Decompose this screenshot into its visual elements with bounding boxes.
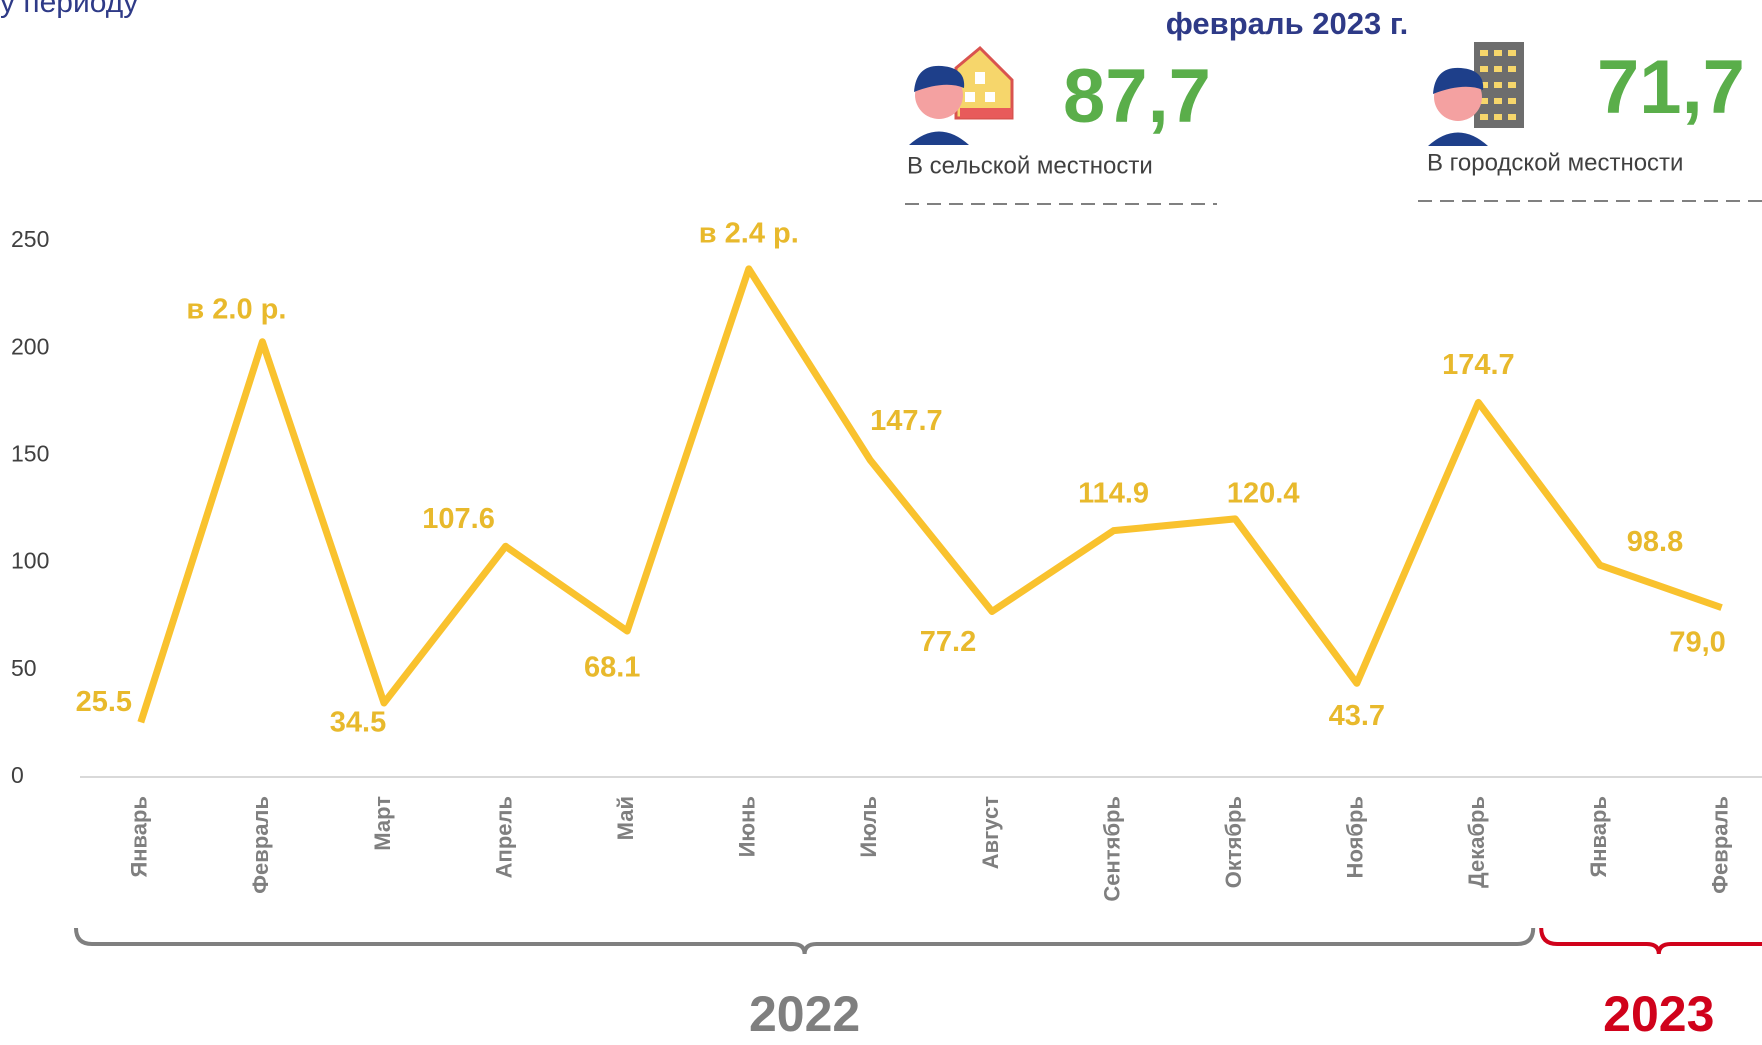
value-label: 77.2 [920,626,976,658]
group-brace [1539,927,1762,955]
x-tick-label: Июнь [735,796,760,857]
x-tick-label: Март [370,796,395,851]
group-brace [74,927,1536,955]
value-label: 68.1 [584,652,640,684]
value-label: 147.7 [870,405,943,437]
value-label: 98.8 [1627,526,1683,558]
x-tick-label: Июль [856,796,881,858]
rural-icon [909,45,1014,145]
x-tick-label: Октябрь [1221,796,1246,888]
x-tick-label: Август [978,796,1003,869]
x-tick-label: Ноябрь [1343,796,1368,878]
value-label: 25.5 [76,686,132,718]
x-tick-label: Январь [127,796,152,878]
kpi-label: В сельской местности [907,152,1153,179]
value-label: 79,0 [1669,626,1725,658]
annotation: в 2.0 р. [186,293,286,325]
value-label: 120.4 [1227,478,1300,510]
x-tick-label: Сентябрь [1099,796,1124,902]
group-label: 2022 [749,986,860,1042]
annotation: в 2.4 р. [699,218,799,250]
value-label: 43.7 [1329,700,1385,732]
y-tick-label: 0 [11,762,24,788]
x-tick-label: Май [613,796,638,840]
x-tick-label: Декабрь [1464,796,1489,888]
group-label: 2023 [1603,986,1714,1042]
title-fragment: у периоду [0,0,138,19]
value-label: 174.7 [1442,349,1515,381]
urban-icon [1428,42,1524,146]
x-tick-label: Февраль [1707,796,1732,894]
x-tick-label: Апрель [491,796,516,878]
y-tick-label: 50 [11,655,37,681]
kpi-value: 71,7 [1597,45,1745,130]
x-tick-label: Февраль [248,796,273,894]
x-tick-label: Январь [1586,796,1611,878]
y-tick-label: 250 [11,226,49,252]
y-tick-label: 150 [11,440,49,466]
y-tick-label: 200 [11,333,49,359]
period: февраль 2023 г. [1166,6,1409,41]
y-tick-label: 100 [11,548,49,574]
line [137,265,1723,724]
value-label: 114.9 [1078,477,1149,509]
value-label: 107.6 [422,503,495,535]
kpi-value: 87,7 [1063,54,1211,139]
value-label: 34.5 [330,707,386,739]
kpi-label: В городской местности [1427,149,1683,176]
